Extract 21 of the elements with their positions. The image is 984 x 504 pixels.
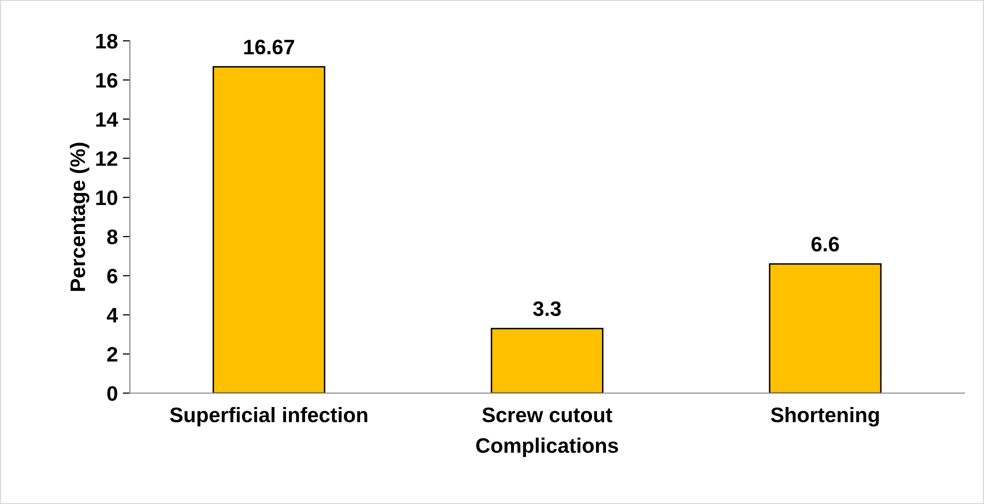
y-tick-label: 14 (96, 112, 118, 127)
bar (212, 66, 326, 394)
y-tick-label: 6 (107, 268, 118, 284)
x-tick-label: Shortening (770, 407, 879, 427)
x-tick-label: Superficial infection (170, 407, 368, 426)
data-label: 3.3 (533, 301, 561, 316)
y-tick-label: 10 (96, 190, 118, 206)
bar (768, 263, 882, 394)
y-tick-label: 0 (107, 386, 118, 401)
y-tick-label: 4 (106, 308, 118, 322)
y-tick-label: 18 (96, 34, 118, 49)
data-label: 16.67 (244, 40, 294, 54)
x-axis-title: Complications (476, 438, 618, 458)
y-tick-label: 12 (96, 151, 118, 166)
x-tick-label: Screw cutout (482, 408, 612, 422)
y-axis-title: Percentage (%) (70, 142, 90, 291)
y-tick-label: 8 (107, 230, 118, 244)
bar (490, 328, 604, 394)
data-label: 6.6 (812, 236, 839, 252)
y-tick-label: 2 (107, 346, 118, 362)
y-tick-label: 16 (96, 72, 118, 88)
